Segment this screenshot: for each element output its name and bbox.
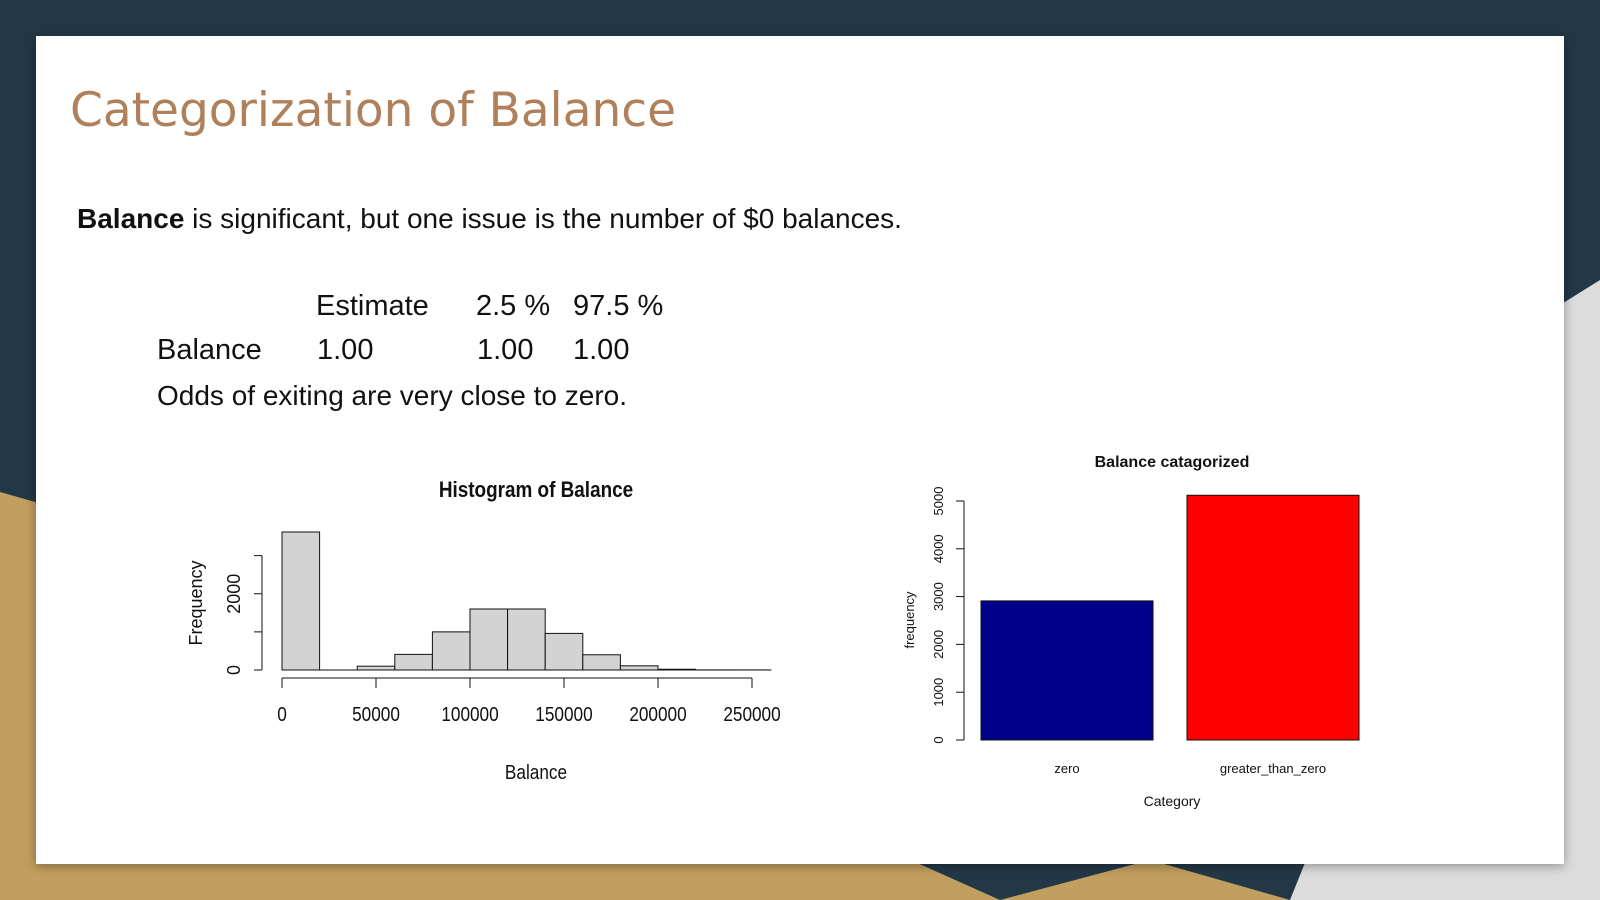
bar-category-label: greater_than_zero [1220,761,1326,776]
table-value-lower: 1.00 [477,334,534,366]
histogram-bin-7 [544,632,584,671]
barchart-y-tick-label: 4000 [931,534,946,563]
barchart-y-tick-label: 2000 [931,630,946,659]
histogram-chart: Histogram of Balance 0 50000 100000 150000 2… [186,478,781,784]
table-header-estimate: Estimate [316,290,429,322]
histogram-x-tick-label: 150000 [535,703,592,726]
table-header-lower: 2.5 % [476,290,551,322]
barchart-y-tick-label: 3000 [931,582,946,611]
bar-greater-than-zero [1186,494,1360,741]
histogram-bin-9 [619,665,659,671]
table-row-label: Balance [157,334,262,366]
histogram-x-tick-label: 100000 [441,703,498,726]
odds-note: Odds of exiting are very close to zero. [157,380,627,411]
histogram-bin-5 [469,608,509,671]
intro-text: Balance is significant, but one issue is… [77,203,902,235]
category-bar-chart: Balance catagorized zero greater_than_zer… [902,454,1360,809]
histogram-x-tick-label: 50000 [352,703,400,726]
barchart-y-tick-label: 5000 [931,487,946,516]
histogram-x-tick-label: 200000 [629,703,686,726]
histogram-y-tick-label: 0 [224,665,244,675]
histogram-x-tick-label: 0 [277,703,287,726]
barchart-title: Balance catagorized [1095,454,1250,471]
intro-rest: is significant, but one issue is the num… [184,203,902,234]
histogram-xlabel: Balance [505,761,567,784]
barchart-y-tick-label: 0 [931,736,946,743]
barchart-ylabel: frequency [902,591,917,649]
bar-zero [980,600,1154,741]
slide-title: Categorization of Balance [70,83,677,138]
histogram-bin-0 [281,531,321,671]
table-value-estimate: 1.00 [317,334,374,366]
histogram-y-tick-label: 2000 [224,574,244,614]
intro-bold-term: Balance [77,203,185,234]
histogram-ylabel: Frequency [186,560,206,645]
histogram-bin-6 [507,608,546,671]
histogram-bin-3 [394,653,433,671]
barchart-xlabel: Category [1144,793,1201,809]
histogram-bin-2 [356,665,396,671]
barchart-y-tick-label: 1000 [931,678,946,707]
histogram-x-tick-label: 250000 [723,703,780,726]
table-value-upper: 1.00 [573,334,630,366]
bar-category-label: zero [1054,761,1079,776]
histogram-bin-4 [431,631,471,671]
histogram-bin-8 [582,654,621,671]
table-header-upper: 97.5 % [573,290,664,322]
histogram-title: Histogram of Balance [439,478,633,503]
